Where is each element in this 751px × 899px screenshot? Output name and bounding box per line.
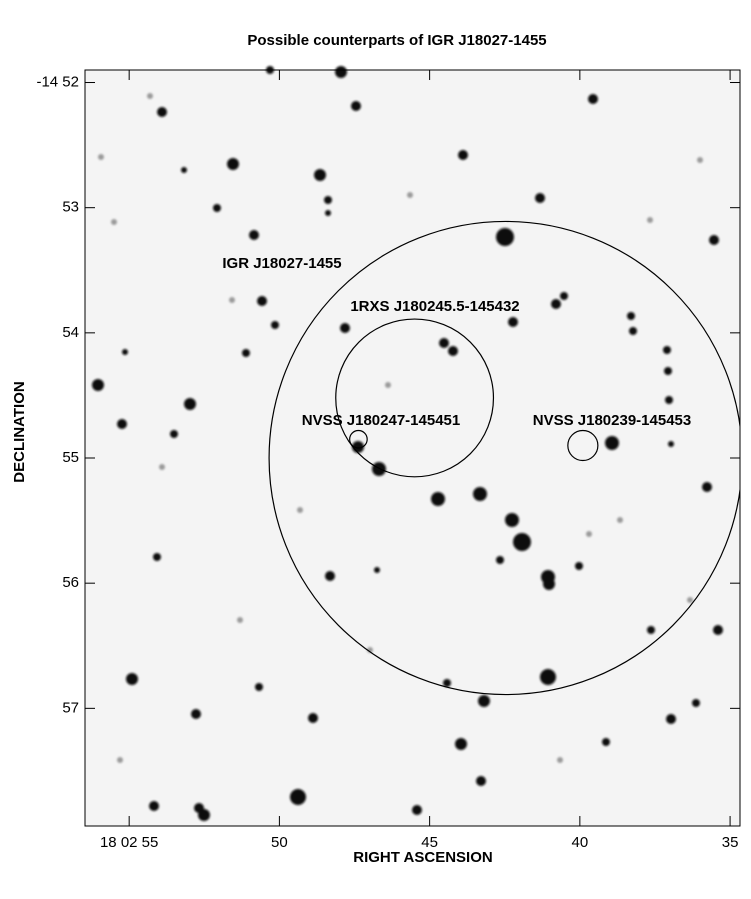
plot-frame [84, 69, 741, 827]
error-circle [335, 318, 495, 478]
y-axis-label: DECLINATION [11, 381, 28, 482]
x-tick-label: 35 [722, 834, 739, 851]
y-tick-label: 53 [62, 199, 79, 216]
x-tick-label: 18 02 55 [100, 834, 158, 851]
source-label: NVSS J180239-145453 [533, 412, 691, 429]
y-tick-label: -14 52 [36, 73, 79, 90]
source-label: NVSS J180247-145451 [302, 412, 460, 429]
x-tick-label: 45 [421, 834, 438, 851]
y-tick-label: 55 [62, 449, 79, 466]
x-axis-label: RIGHT ASCENSION [353, 849, 492, 866]
chart-title: Possible counterparts of IGR J18027-1455 [247, 32, 546, 49]
error-circle [268, 220, 740, 696]
sky-image [85, 70, 740, 826]
source-label: 1RXS J180245.5-145432 [350, 298, 519, 315]
y-tick-label: 54 [62, 324, 79, 341]
x-tick-label: 50 [271, 834, 288, 851]
source-label: IGR J18027-1455 [222, 255, 341, 272]
error-circle [567, 429, 599, 462]
x-tick-label: 40 [572, 834, 589, 851]
y-tick-label: 57 [62, 699, 79, 716]
y-tick-label: 56 [62, 574, 79, 591]
error-circle [349, 429, 368, 449]
